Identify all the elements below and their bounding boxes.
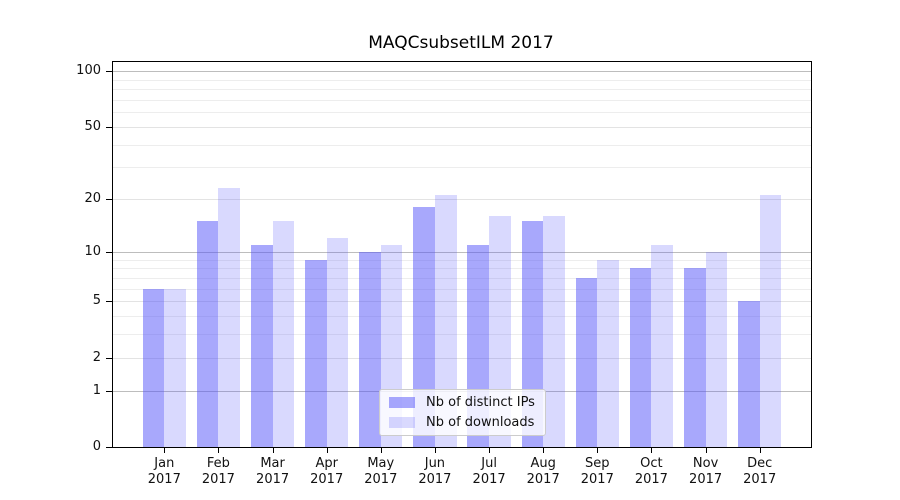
bar-distinct-ips <box>196 221 219 447</box>
bar-downloads <box>164 288 186 447</box>
gridline-minor <box>113 79 811 81</box>
legend-label-downloads: Nb of downloads <box>426 415 535 430</box>
bar-distinct-ips <box>413 207 435 447</box>
x-tick-mark <box>380 448 382 453</box>
y-tick-mark <box>106 126 113 128</box>
y-tick-label: 1 <box>92 382 101 398</box>
bar-downloads <box>651 244 674 447</box>
x-tick-mark <box>218 448 220 453</box>
bar-distinct-ips <box>683 268 706 447</box>
legend: Nb of distinct IPs Nb of downloads <box>379 389 546 436</box>
y-tick-mark <box>106 447 113 448</box>
x-tick-mark <box>434 448 436 453</box>
gridline <box>113 301 811 303</box>
y-tick-label: 5 <box>92 293 101 309</box>
gridline-minor <box>113 288 811 290</box>
chart-title: MAQCsubsetILM 2017 <box>368 33 554 53</box>
x-tick-mark <box>272 448 274 453</box>
gridline-minor <box>113 334 811 336</box>
gridline-minor <box>113 89 811 91</box>
gridline-minor <box>113 315 811 317</box>
bar-distinct-ips <box>738 301 760 447</box>
x-tick-mark <box>489 448 491 453</box>
x-tick-label: Nov 2017 <box>689 456 723 487</box>
y-tick-mark <box>106 301 113 303</box>
x-tick-label: Mar 2017 <box>256 456 290 487</box>
legend-swatch-distinct-ips <box>389 397 415 408</box>
legend-item-downloads: Nb of downloads <box>389 415 536 430</box>
bar-downloads <box>218 188 241 447</box>
y-tick-mark <box>106 390 113 392</box>
x-tick-mark <box>705 448 707 453</box>
y-tick-label: 2 <box>92 349 101 365</box>
legend-swatch-downloads <box>389 417 415 428</box>
y-tick-mark <box>106 71 113 73</box>
bar-distinct-ips <box>250 244 273 447</box>
y-tick-mark <box>106 199 113 201</box>
gridline <box>113 126 811 128</box>
x-tick-mark <box>759 448 761 453</box>
x-tick-label: Sep 2017 <box>580 456 614 487</box>
gridline-minor <box>113 112 811 114</box>
gridline <box>113 357 811 359</box>
x-tick-mark <box>326 448 328 453</box>
x-tick-label: Aug 2017 <box>526 456 560 487</box>
gridline <box>113 199 811 201</box>
plot-area: 100 50 20 10 5 2 1 0 Jan 2017 Feb 2017 Mar 2017 Apr 201… <box>76 61 812 487</box>
gridline-minor <box>113 268 811 270</box>
bar-downloads <box>272 221 295 447</box>
x-tick-label: Jun 2017 <box>418 456 452 487</box>
y-tick-mark <box>106 251 113 253</box>
gridline-minor <box>113 167 811 169</box>
bar-distinct-ips <box>305 259 327 447</box>
x-tick-label: May 2017 <box>364 456 398 487</box>
y-tick-label: 10 <box>84 243 101 259</box>
bar-downloads <box>543 216 565 447</box>
x-tick-mark <box>543 448 545 453</box>
bar-downloads <box>326 238 349 447</box>
gridline-minor <box>113 277 811 279</box>
legend-item-distinct-ips: Nb of distinct IPs <box>389 395 536 410</box>
bar-distinct-ips <box>575 277 598 447</box>
x-tick-label: Oct 2017 <box>634 456 668 487</box>
bar-downloads <box>597 259 619 447</box>
bar-downloads <box>759 195 782 447</box>
bar-downloads <box>705 251 728 447</box>
bar-distinct-ips <box>629 268 652 447</box>
y-tick-label: 50 <box>84 118 101 134</box>
y-tick-label: 0 <box>92 439 101 454</box>
bar-downloads <box>434 195 457 447</box>
y-tick-label: 20 <box>84 191 101 207</box>
x-tick-label: Dec 2017 <box>743 456 777 487</box>
bar-distinct-ips <box>142 288 165 447</box>
gridline-minor <box>113 99 811 101</box>
gridline <box>113 71 811 73</box>
bar-distinct-ips <box>359 251 381 447</box>
x-tick-mark <box>597 448 599 453</box>
x-tick-label: Feb 2017 <box>201 456 235 487</box>
gridline-minor <box>113 144 811 146</box>
legend-label-distinct-ips: Nb of distinct IPs <box>426 395 535 410</box>
x-tick-mark <box>164 448 166 453</box>
y-tick-label: 100 <box>76 63 101 79</box>
y-tick-mark <box>106 357 113 359</box>
x-tick-mark <box>651 448 653 453</box>
gridline-minor <box>113 259 811 261</box>
gridline <box>113 251 811 253</box>
x-tick-label: Jan 2017 <box>147 456 181 487</box>
x-tick-label: Apr 2017 <box>310 456 344 487</box>
x-tick-label: Jul 2017 <box>472 456 506 487</box>
